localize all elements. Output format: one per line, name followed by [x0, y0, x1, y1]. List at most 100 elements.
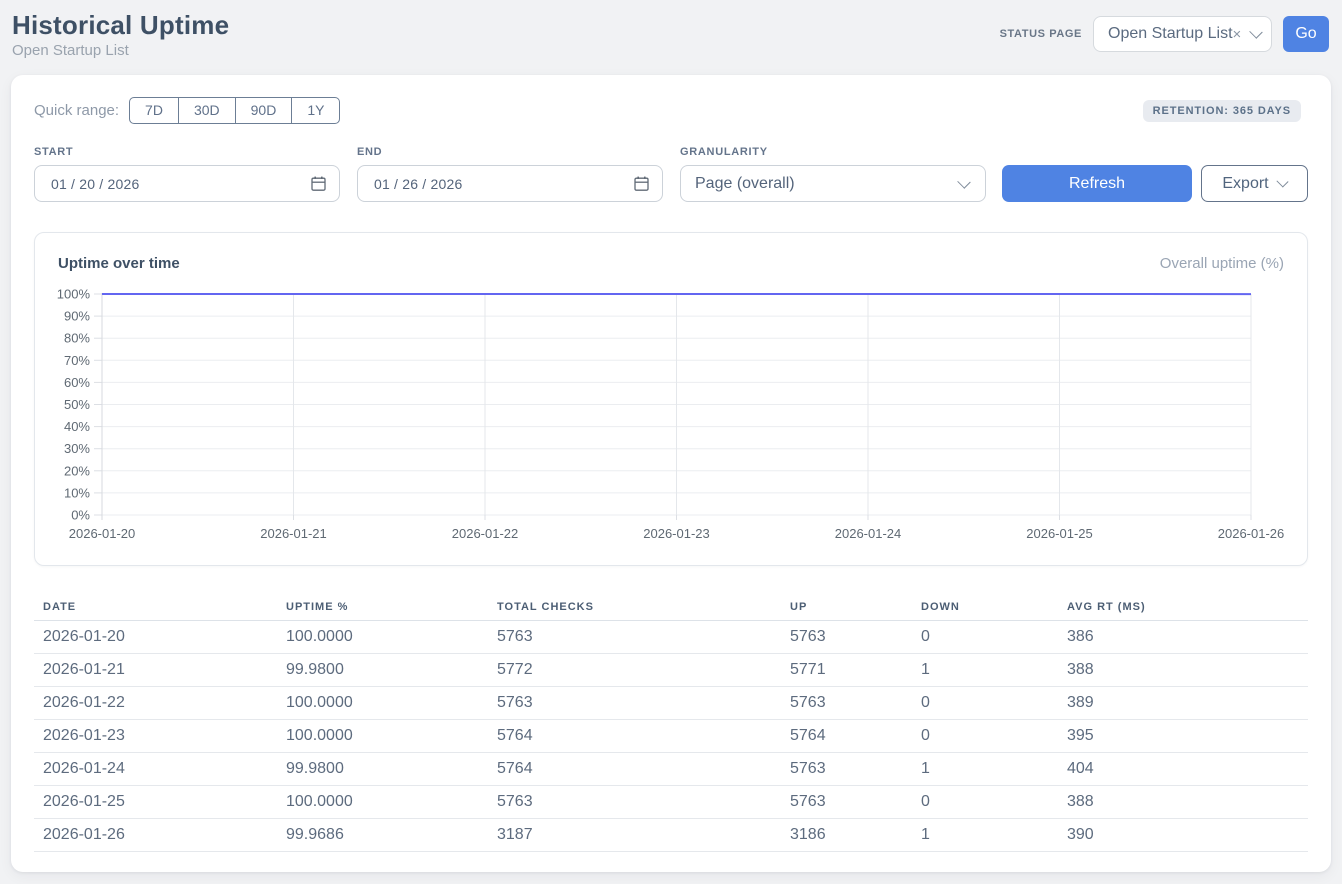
status-page-selected-value: Open Startup List	[1108, 25, 1233, 42]
table-cell: 5763	[781, 785, 912, 819]
retention-badge: RETENTION: 365 DAYS	[1142, 99, 1301, 122]
page-subtitle: Open Startup List	[12, 42, 129, 59]
table-cell: 0	[912, 620, 1058, 654]
table-cell: 2026-01-21	[34, 653, 277, 687]
uptime-table: DATE UPTIME % TOTAL CHECKS UP DOWN AVG RT (MS…	[34, 594, 1308, 852]
svg-text:40%: 40%	[64, 419, 90, 434]
column-header-total-checks: TOTAL CHECKS	[488, 594, 781, 621]
status-page-select[interactable]: Open Startup List ×	[1093, 16, 1272, 52]
svg-text:2026-01-25: 2026-01-25	[1026, 526, 1093, 541]
calendar-icon[interactable]	[311, 176, 326, 191]
quick-range-7d[interactable]: 7D	[129, 97, 179, 124]
table-cell: 100.0000	[277, 686, 488, 720]
column-header-date: DATE	[34, 594, 277, 621]
chart-title: Uptime over time	[58, 255, 180, 272]
granularity-field: GRANULARITY Page (overall)	[680, 146, 986, 202]
controls-row: START 01 / 20 / 2026 END 01 / 26 / 2026 …	[34, 146, 1308, 202]
table-cell: 5763	[781, 686, 912, 720]
clear-icon[interactable]: ×	[1232, 25, 1242, 43]
svg-text:2026-01-21: 2026-01-21	[260, 526, 327, 541]
table-cell: 5764	[488, 752, 781, 786]
svg-text:30%: 30%	[64, 441, 90, 456]
table-row: 2026-01-23 100.0000 5764 5764 0 395	[34, 719, 1308, 753]
table-cell: 5763	[781, 620, 912, 654]
chevron-down-icon	[1276, 175, 1289, 188]
table-row: 2026-01-20 100.0000 5763 5763 0 386	[34, 620, 1308, 654]
end-label: END	[357, 146, 383, 158]
svg-text:10%: 10%	[64, 485, 90, 500]
table-cell: 1	[912, 752, 1058, 786]
table-cell: 5764	[781, 719, 912, 753]
table-cell: 5771	[781, 653, 912, 687]
chart-card: Uptime over time Overall uptime (%) 100%…	[34, 232, 1308, 566]
table-cell: 389	[1058, 686, 1308, 720]
table-cell: 2026-01-26	[34, 818, 277, 852]
table-cell: 99.9800	[277, 752, 488, 786]
table-cell: 388	[1058, 653, 1308, 687]
table-cell: 100.0000	[277, 620, 488, 654]
svg-text:2026-01-23: 2026-01-23	[643, 526, 710, 541]
table-cell: 390	[1058, 818, 1308, 852]
table-cell: 395	[1058, 719, 1308, 753]
table-header-row: DATE UPTIME % TOTAL CHECKS UP DOWN AVG RT (MS…	[34, 594, 1308, 621]
uptime-chart: 100% 90% 80% 70% 60% 50% 40% 30% 20% 10% 0% 2026-01…	[35, 283, 1307, 556]
table-cell: 2026-01-22	[34, 686, 277, 720]
table-cell: 0	[912, 686, 1058, 720]
start-label: START	[34, 146, 74, 158]
svg-text:60%: 60%	[64, 375, 90, 390]
table-cell: 404	[1058, 752, 1308, 786]
calendar-icon[interactable]	[634, 176, 649, 191]
status-page-label: STATUS PAGE	[999, 28, 1082, 40]
table-cell: 5763	[488, 686, 781, 720]
svg-text:2026-01-26: 2026-01-26	[1218, 526, 1285, 541]
page-title: Historical Uptime	[12, 10, 230, 40]
table-cell: 100.0000	[277, 719, 488, 753]
table-cell: 2026-01-20	[34, 620, 277, 654]
svg-text:90%: 90%	[64, 309, 90, 324]
chevron-down-icon	[1249, 25, 1263, 39]
svg-text:2026-01-24: 2026-01-24	[835, 526, 902, 541]
column-header-down: DOWN	[912, 594, 1058, 621]
table-cell: 5763	[488, 620, 781, 654]
svg-text:70%: 70%	[64, 353, 90, 368]
table-cell: 2026-01-23	[34, 719, 277, 753]
table-cell: 2026-01-24	[34, 752, 277, 786]
table-row: 2026-01-21 99.9800 5772 5771 1 388	[34, 653, 1308, 687]
table-cell: 0	[912, 719, 1058, 753]
table-cell: 99.9800	[277, 653, 488, 687]
start-date-input[interactable]: 01 / 20 / 2026	[34, 165, 340, 202]
granularity-selected-value: Page (overall)	[695, 174, 795, 192]
quick-range-1y[interactable]: 1Y	[291, 97, 341, 124]
header-left: Historical Uptime Open Startup List	[12, 10, 229, 59]
export-button-label: Export	[1222, 174, 1269, 192]
granularity-select[interactable]: Page (overall)	[680, 165, 986, 202]
table-cell: 0	[912, 785, 1058, 819]
table-cell: 99.9686	[277, 818, 488, 852]
go-button[interactable]: Go	[1283, 16, 1329, 52]
table-cell: 1	[912, 818, 1058, 852]
table-cell: 3187	[488, 818, 781, 852]
table-cell: 2026-01-25	[34, 785, 277, 819]
chart-legend: Overall uptime (%)	[1159, 255, 1284, 272]
table-cell: 5772	[488, 653, 781, 687]
svg-text:2026-01-22: 2026-01-22	[452, 526, 519, 541]
table-cell: 1	[912, 653, 1058, 687]
table-row: 2026-01-22 100.0000 5763 5763 0 389	[34, 686, 1308, 720]
chevron-down-icon	[957, 175, 971, 189]
refresh-button[interactable]: Refresh	[1002, 165, 1192, 202]
table-row: 2026-01-26 99.9686 3187 3186 1 390	[34, 818, 1308, 852]
start-field: START 01 / 20 / 2026	[34, 146, 340, 202]
column-header-avg-rt-ms-: AVG RT (MS)	[1058, 594, 1308, 621]
main-card: Quick range: 7D 30D 90D 1Y RETENTION: 36…	[11, 75, 1331, 872]
export-button[interactable]: Export	[1201, 165, 1308, 202]
quick-range-90d[interactable]: 90D	[234, 97, 293, 124]
end-date-value: 01 / 26 / 2026	[374, 175, 463, 192]
table-cell: 5763	[488, 785, 781, 819]
end-date-input[interactable]: 01 / 26 / 2026	[357, 165, 663, 202]
quick-range-30d[interactable]: 30D	[177, 97, 236, 124]
svg-text:2026-01-20: 2026-01-20	[69, 526, 136, 541]
table-cell: 3186	[781, 818, 912, 852]
svg-text:50%: 50%	[64, 397, 90, 412]
svg-text:100%: 100%	[57, 287, 91, 302]
column-header-up: UP	[781, 594, 912, 621]
